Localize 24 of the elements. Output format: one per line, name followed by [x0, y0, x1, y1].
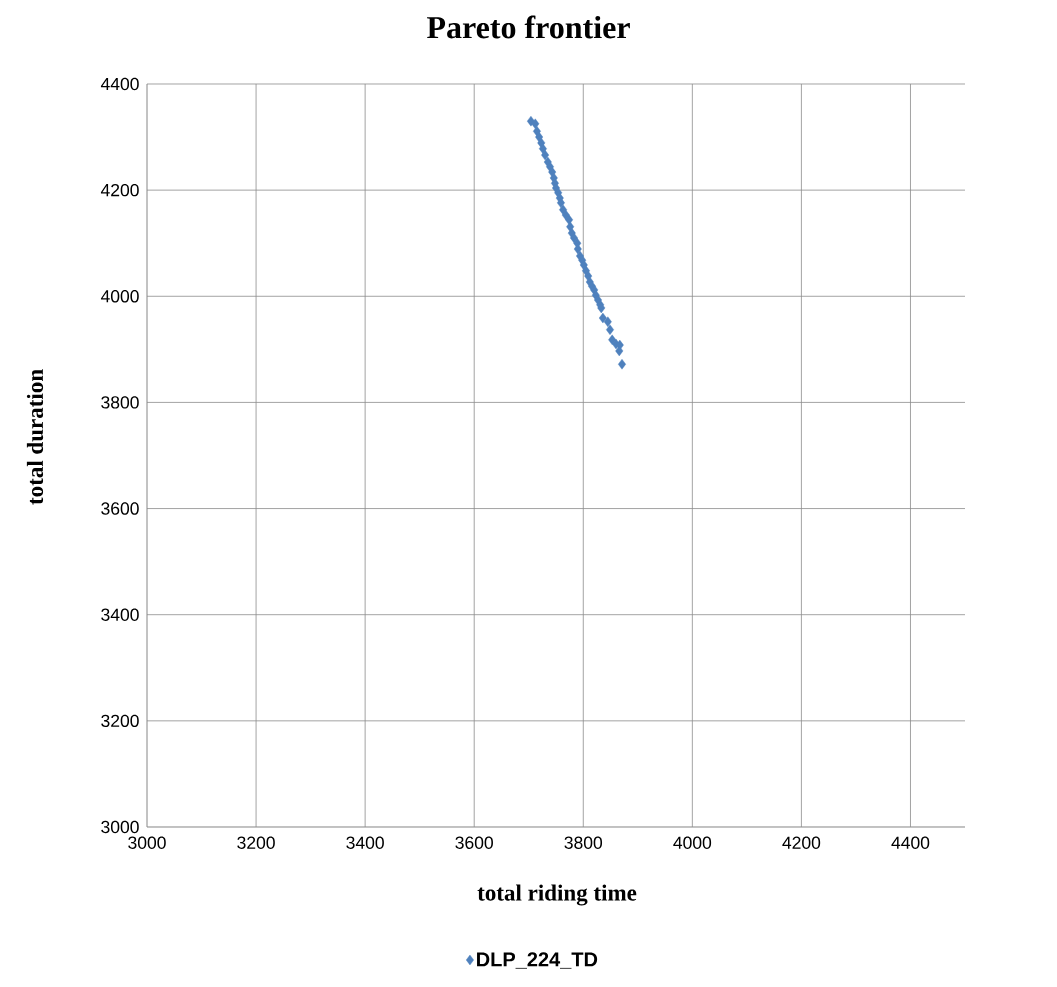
chart-title: Pareto frontier: [427, 15, 630, 39]
x-tick-label: 3200: [237, 836, 275, 849]
y-tick-label: 4400: [100, 77, 139, 91]
x-tick-label: 3400: [346, 836, 384, 849]
x-tick-label: 3600: [455, 836, 493, 849]
y-tick-label: 3000: [101, 820, 139, 834]
y-tick-label: 3800: [101, 396, 139, 409]
x-tick-label: 4000: [673, 836, 712, 849]
point: [531, 118, 540, 129]
y-axis-title: total duration: [26, 369, 44, 505]
y-tick-label: 4000: [100, 290, 139, 303]
x-tick-label: 3000: [128, 836, 166, 849]
x-axis-title: total riding time: [477, 884, 637, 906]
y-tick-label: 3200: [101, 714, 139, 728]
x-tick-label: 4400: [891, 836, 930, 849]
x-tick-label: 4200: [782, 836, 821, 849]
point: [541, 149, 550, 161]
legend-label: DLP_224_TD: [477, 952, 598, 969]
y-tick-label: 3400: [101, 608, 139, 621]
y-tick-label: 4200: [100, 183, 139, 197]
x-tick-label: 3800: [564, 836, 603, 849]
point: [606, 324, 614, 335]
point: [618, 359, 626, 370]
y-tick-label: 3600: [101, 502, 139, 515]
